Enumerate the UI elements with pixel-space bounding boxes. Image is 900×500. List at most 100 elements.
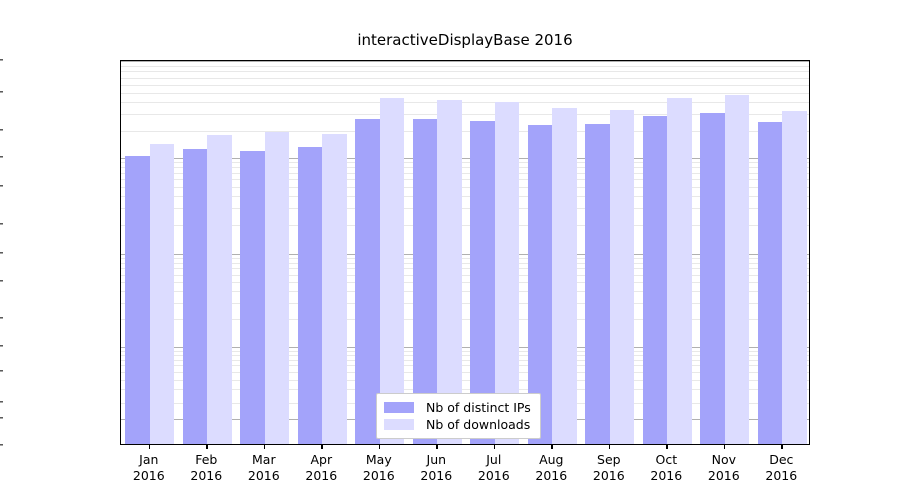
bar-ips-6 — [470, 120, 495, 444]
gridline-major — [121, 347, 809, 348]
x-tick-year: 2016 — [132, 467, 165, 483]
x-tick-label-sep: Sep 2016 — [593, 452, 625, 483]
gridline-minor — [121, 114, 809, 116]
bar-downloads-10 — [724, 94, 750, 444]
legend-item-ips[interactable]: Nb of distinct IPs — [384, 399, 531, 416]
gridline-minor — [121, 77, 809, 79]
bar-downloads-4 — [379, 98, 405, 444]
gridline-minor — [121, 302, 809, 304]
x-tick-mark — [436, 445, 438, 449]
gridline-minor — [121, 196, 809, 198]
x-tick-year: 2016 — [707, 467, 740, 483]
x-tick-year: 2016 — [765, 467, 798, 483]
bar-ips-10 — [700, 112, 725, 444]
gridline-minor — [121, 102, 809, 104]
x-tick-mark — [723, 445, 726, 449]
y-tick-mark — [0, 345, 3, 347]
gridline-minor — [121, 131, 809, 132]
gridline-minor — [121, 258, 809, 260]
chart-title: interactiveDisplayBase 2016 — [357, 31, 573, 49]
y-tick-mark — [0, 91, 3, 93]
gridline-minor — [121, 225, 809, 226]
gridline-minor — [121, 319, 809, 320]
x-tick-month: Apr — [310, 452, 333, 467]
gridline-minor — [121, 282, 809, 283]
x-tick-label-mar: Mar 2016 — [248, 452, 280, 483]
x-tick-month: Jan — [139, 452, 159, 467]
x-tick-label-jul: Jul 2016 — [478, 452, 510, 483]
gridline-minor — [121, 71, 809, 73]
gridline-minor — [121, 93, 809, 94]
x-tick-month: Mar — [252, 452, 276, 467]
gridline-minor — [121, 162, 809, 164]
gridline-minor — [121, 208, 809, 210]
y-tick-mark — [0, 156, 3, 158]
legend-swatch-icon-downloads — [384, 419, 414, 430]
x-tick-mark — [781, 445, 783, 449]
bar-downloads-6 — [494, 102, 520, 444]
gridline-minor — [121, 172, 809, 174]
y-tick-mark — [0, 370, 3, 372]
bar-ips-5 — [412, 119, 438, 444]
x-tick-mark — [666, 445, 668, 449]
x-tick-mark — [378, 445, 381, 449]
x-tick-month: Oct — [655, 452, 678, 467]
x-tick-label-nov: Nov 2016 — [708, 452, 740, 483]
x-tick-label-oct: Oct 2016 — [650, 452, 682, 483]
x-tick-month: Feb — [195, 452, 218, 467]
gridline-minor — [121, 187, 809, 188]
y-tick-mark — [0, 401, 3, 403]
chart-legend: Nb of distinct IPs Nb of downloads — [376, 393, 541, 439]
bar-downloads-3 — [322, 133, 347, 444]
gridline-minor — [121, 179, 809, 181]
x-tick-mark — [148, 445, 151, 449]
gridline-minor — [121, 263, 809, 264]
legend-label-downloads: Nb of downloads — [426, 417, 531, 432]
x-axis: Jan 2016 Feb 2016 Mar 2016 Apr 2016 May 2016 Jun 20… — [120, 445, 810, 500]
bar-ips-3 — [297, 147, 323, 444]
gridline-minor — [121, 65, 809, 67]
gridline-minor — [121, 84, 809, 86]
bar-downloads-0 — [149, 143, 175, 444]
x-tick-mark — [206, 445, 208, 449]
gridline-minor — [121, 355, 809, 356]
bar-ips-4 — [355, 118, 380, 444]
x-tick-label-apr: Apr 2016 — [305, 452, 337, 483]
gridline-minor — [121, 268, 809, 270]
gridline-minor — [121, 167, 809, 169]
x-tick-year: 2016 — [535, 467, 568, 483]
x-tick-month: Sep — [597, 452, 621, 467]
x-tick-month: Dec — [769, 452, 794, 467]
x-tick-year: 2016 — [247, 467, 280, 483]
x-tick-month: Aug — [539, 452, 564, 467]
gridline-minor — [121, 365, 809, 367]
legend-swatch-icon-ips — [384, 402, 414, 413]
gridline-minor — [121, 274, 809, 276]
y-tick-mark — [0, 129, 3, 131]
x-tick-year: 2016 — [650, 467, 683, 483]
x-tick-month: Jun — [426, 452, 447, 467]
x-tick-label-jun: Jun 2016 — [420, 452, 452, 483]
x-tick-year: 2016 — [362, 467, 395, 483]
bar-downloads-9 — [667, 98, 692, 444]
bar-downloads-5 — [437, 100, 462, 444]
bar-downloads-1 — [207, 135, 232, 444]
gridline-minor — [121, 359, 809, 361]
bar-ips-8 — [585, 124, 610, 444]
x-tick-year: 2016 — [420, 467, 453, 483]
x-tick-label-feb: Feb 2016 — [190, 452, 222, 483]
bar-ips-1 — [182, 148, 208, 444]
y-axis: 012510205010020050010002000500010000 — [0, 59, 120, 446]
gridline-major — [121, 61, 809, 62]
gridline-minor — [121, 350, 809, 352]
gridline-minor — [121, 379, 809, 381]
x-tick-mark — [263, 445, 266, 449]
y-tick-mark — [0, 417, 3, 419]
bar-ips-2 — [240, 150, 265, 444]
x-tick-month: Jul — [486, 452, 502, 467]
gridline-minor — [121, 291, 809, 292]
bar-ips-11 — [757, 122, 783, 444]
legend-item-downloads[interactable]: Nb of downloads — [384, 416, 531, 433]
y-tick-mark — [0, 317, 3, 319]
